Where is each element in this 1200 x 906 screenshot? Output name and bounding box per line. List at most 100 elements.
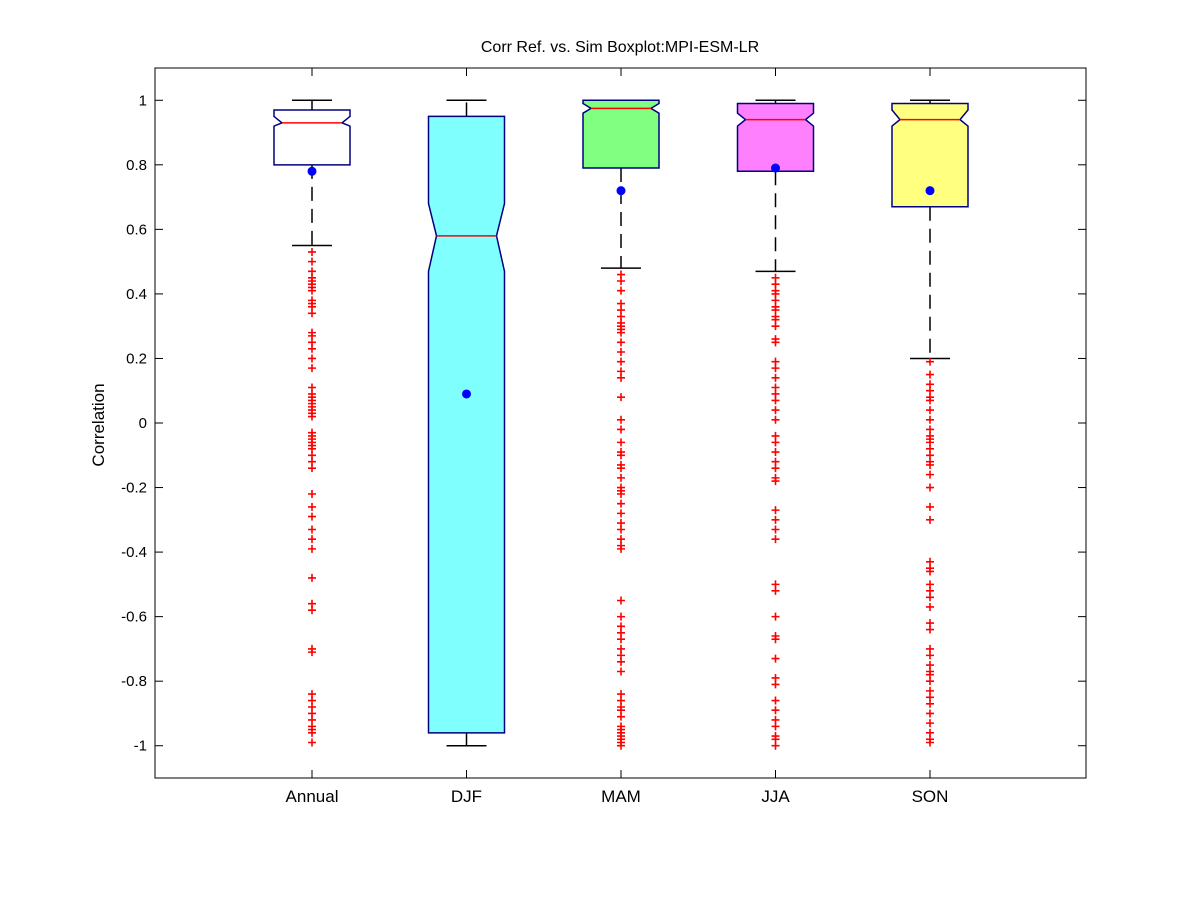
x-tick-label: DJF — [451, 787, 482, 806]
outlier-marker — [926, 738, 934, 747]
y-tick-label: 1 — [139, 92, 147, 109]
outlier-marker — [308, 247, 316, 256]
box-body — [582, 99, 660, 169]
outlier-marker — [617, 451, 625, 460]
outlier-marker — [308, 257, 316, 266]
outlier-marker — [308, 525, 316, 534]
outlier-marker — [771, 477, 780, 486]
outlier-marker — [771, 525, 780, 534]
outlier-marker — [771, 415, 780, 424]
mean-marker — [925, 186, 935, 196]
outlier-marker — [771, 396, 780, 405]
mean-marker — [307, 166, 317, 176]
outlier-marker — [308, 354, 316, 363]
outlier-marker — [308, 412, 316, 421]
outlier-marker — [771, 448, 780, 457]
y-tick-label: 0.4 — [126, 286, 147, 303]
outlier-marker — [926, 709, 934, 718]
outlier-marker — [926, 651, 934, 660]
outlier-marker — [617, 338, 625, 347]
y-tick-label: -0.6 — [121, 609, 147, 626]
outlier-marker — [617, 657, 625, 666]
y-axis-label: Correlation — [89, 383, 108, 466]
outlier-marker — [771, 741, 780, 750]
box-body — [427, 115, 506, 734]
outlier-marker — [926, 625, 934, 634]
outlier-marker — [308, 364, 316, 373]
outlier-marker — [771, 338, 780, 347]
outlier-marker — [926, 483, 934, 492]
box-group-son — [891, 99, 969, 747]
outlier-marker — [771, 706, 780, 715]
outlier-marker — [771, 406, 780, 415]
outlier-marker — [771, 680, 780, 689]
outlier-marker — [308, 728, 316, 737]
outlier-marker — [308, 738, 316, 747]
outlier-marker — [617, 277, 625, 285]
box-body — [736, 102, 815, 173]
outlier-marker — [926, 460, 934, 469]
x-tick-label: SON — [912, 787, 949, 806]
outlier-marker — [617, 499, 625, 508]
outlier-marker — [308, 535, 316, 544]
outlier-marker — [308, 502, 316, 511]
outlier-marker — [617, 393, 625, 402]
outlier-marker — [617, 509, 625, 518]
mean-marker — [616, 186, 626, 196]
outlier-marker — [771, 506, 780, 515]
outlier-marker — [617, 464, 625, 473]
y-tick-label: -0.4 — [121, 544, 147, 561]
outlier-marker — [771, 696, 780, 705]
outlier-marker — [617, 473, 625, 482]
outlier-marker — [617, 425, 625, 434]
outlier-marker — [926, 515, 934, 524]
outlier-marker — [926, 602, 934, 611]
outlier-marker — [926, 470, 934, 479]
box-body — [273, 109, 351, 166]
outlier-marker — [308, 464, 316, 473]
y-tick-label: 0.6 — [126, 221, 147, 238]
outlier-marker — [771, 612, 780, 621]
chart-title: Corr Ref. vs. Sim Boxplot:MPI-ESM-LR — [481, 39, 759, 56]
box-group-jja — [736, 99, 815, 750]
outlier-marker — [771, 322, 780, 331]
mean-marker — [462, 389, 471, 399]
mean-marker — [771, 163, 780, 173]
outlier-marker — [617, 415, 625, 424]
outlier-marker — [771, 364, 780, 373]
outlier-marker — [771, 535, 780, 544]
outlier-marker — [617, 525, 625, 534]
outlier-marker — [771, 438, 780, 447]
outlier-marker — [617, 544, 625, 553]
outlier-marker — [308, 648, 316, 657]
y-tick-label: -0.8 — [121, 673, 147, 690]
outlier-marker — [617, 712, 625, 721]
outlier-marker — [617, 328, 625, 337]
outlier-marker — [926, 567, 934, 576]
y-axis: 1 0.8 0.6 0.4 0.2 0 -0.2 -0.4 -0.6 -0.8 -1 — [121, 92, 1086, 755]
outlier-marker — [926, 593, 934, 602]
outlier-marker — [926, 396, 934, 405]
outlier-marker — [926, 415, 934, 424]
outlier-marker — [308, 573, 316, 582]
outlier-marker — [617, 596, 625, 605]
x-tick-label: JJA — [761, 787, 790, 806]
outlier-marker — [617, 348, 625, 356]
outlier-marker — [308, 344, 316, 353]
outlier-marker — [926, 357, 934, 366]
outlier-marker — [926, 719, 934, 728]
outlier-marker — [926, 406, 934, 415]
y-tick-label: -0.2 — [121, 480, 147, 497]
outlier-marker — [771, 654, 780, 663]
outlier-marker — [926, 502, 934, 511]
outlier-marker — [617, 741, 625, 750]
outlier-marker — [617, 612, 625, 621]
outlier-marker — [308, 544, 316, 553]
outlier-marker — [617, 357, 625, 366]
outlier-marker — [771, 586, 780, 595]
x-axis: Annual DJF MAM JJA SON — [286, 68, 949, 806]
outlier-marker — [926, 370, 934, 379]
outlier-marker — [771, 515, 780, 524]
